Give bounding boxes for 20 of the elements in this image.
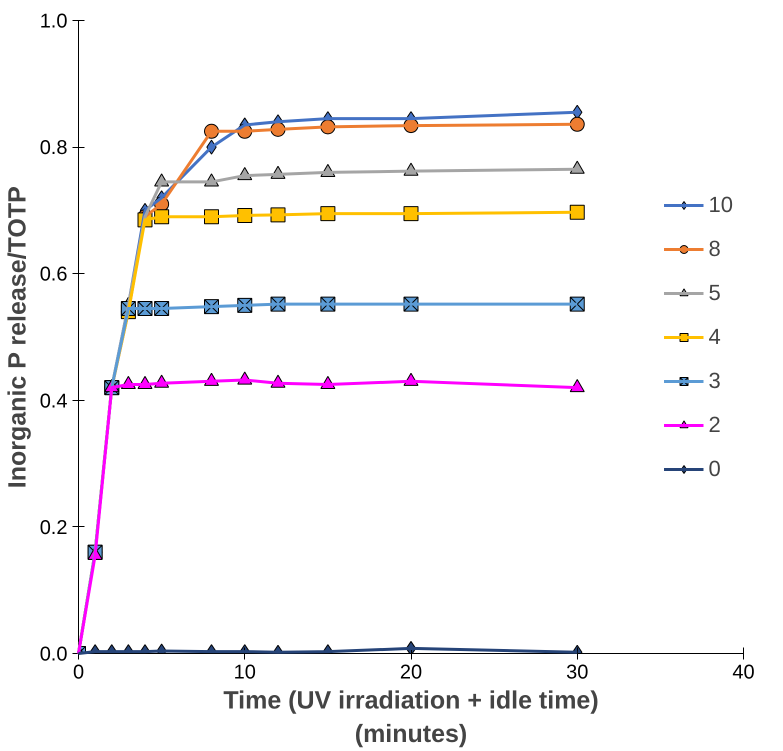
x-tick-label: 10 xyxy=(234,662,256,684)
legend-label: 3 xyxy=(708,368,722,394)
y-tick-label: 0.2 xyxy=(40,516,68,539)
x-tick-label: 20 xyxy=(400,662,422,684)
legend-label: 8 xyxy=(708,236,722,262)
y-tick-label: 0.0 xyxy=(40,644,68,666)
x-tick-label: 0 xyxy=(72,662,84,684)
x-tick-label: 30 xyxy=(566,662,588,684)
legend-label: 5 xyxy=(708,280,722,306)
y-axis-title: Inorganic P release/TOTP xyxy=(4,186,32,488)
y-tick-label: 1.0 xyxy=(40,10,68,32)
legend-label: 4 xyxy=(708,324,722,350)
y-tick-label: 0.6 xyxy=(40,264,68,286)
legend-label: 0 xyxy=(708,456,722,482)
x-axis-title: Time (UV irradiation + idle time) (minutes) xyxy=(223,686,599,748)
y-tick-label: 0.4 xyxy=(40,390,68,412)
y-tick-label: 0.8 xyxy=(40,137,68,160)
x-tick-label: 40 xyxy=(732,662,755,684)
legend-label: 10 xyxy=(708,192,733,218)
legend-label: 2 xyxy=(708,412,722,438)
